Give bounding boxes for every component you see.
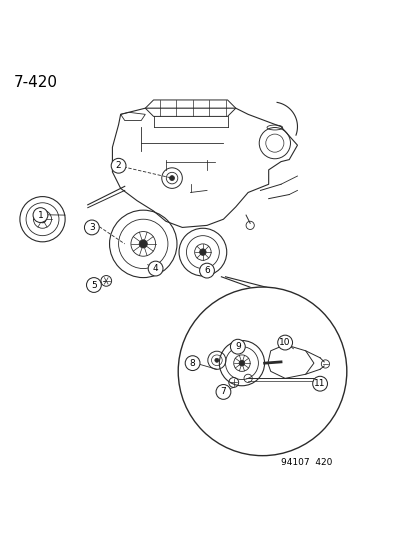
Circle shape xyxy=(148,261,163,276)
Circle shape xyxy=(199,263,214,278)
Text: 94107  420: 94107 420 xyxy=(280,458,332,467)
Circle shape xyxy=(230,340,244,354)
Circle shape xyxy=(39,215,46,223)
Circle shape xyxy=(216,384,230,399)
Text: 2: 2 xyxy=(116,161,121,170)
Text: 1: 1 xyxy=(38,211,43,220)
Circle shape xyxy=(169,175,174,181)
Circle shape xyxy=(214,358,218,362)
Circle shape xyxy=(111,158,126,173)
Text: 11: 11 xyxy=(313,379,325,388)
Text: 7-420: 7-420 xyxy=(14,75,57,90)
Circle shape xyxy=(277,335,292,350)
Circle shape xyxy=(178,287,346,456)
Text: 8: 8 xyxy=(189,359,195,368)
Text: 7: 7 xyxy=(220,387,226,397)
Circle shape xyxy=(33,208,48,222)
Text: 10: 10 xyxy=(279,338,290,347)
Circle shape xyxy=(238,360,244,366)
Text: 3: 3 xyxy=(89,223,95,232)
Circle shape xyxy=(84,220,99,235)
Circle shape xyxy=(185,356,199,370)
Text: 4: 4 xyxy=(152,264,158,273)
Text: 5: 5 xyxy=(91,280,97,289)
Text: 6: 6 xyxy=(204,266,209,275)
Circle shape xyxy=(199,249,206,255)
Circle shape xyxy=(86,278,101,293)
Text: 9: 9 xyxy=(235,342,240,351)
Circle shape xyxy=(139,240,147,248)
Circle shape xyxy=(312,376,327,391)
